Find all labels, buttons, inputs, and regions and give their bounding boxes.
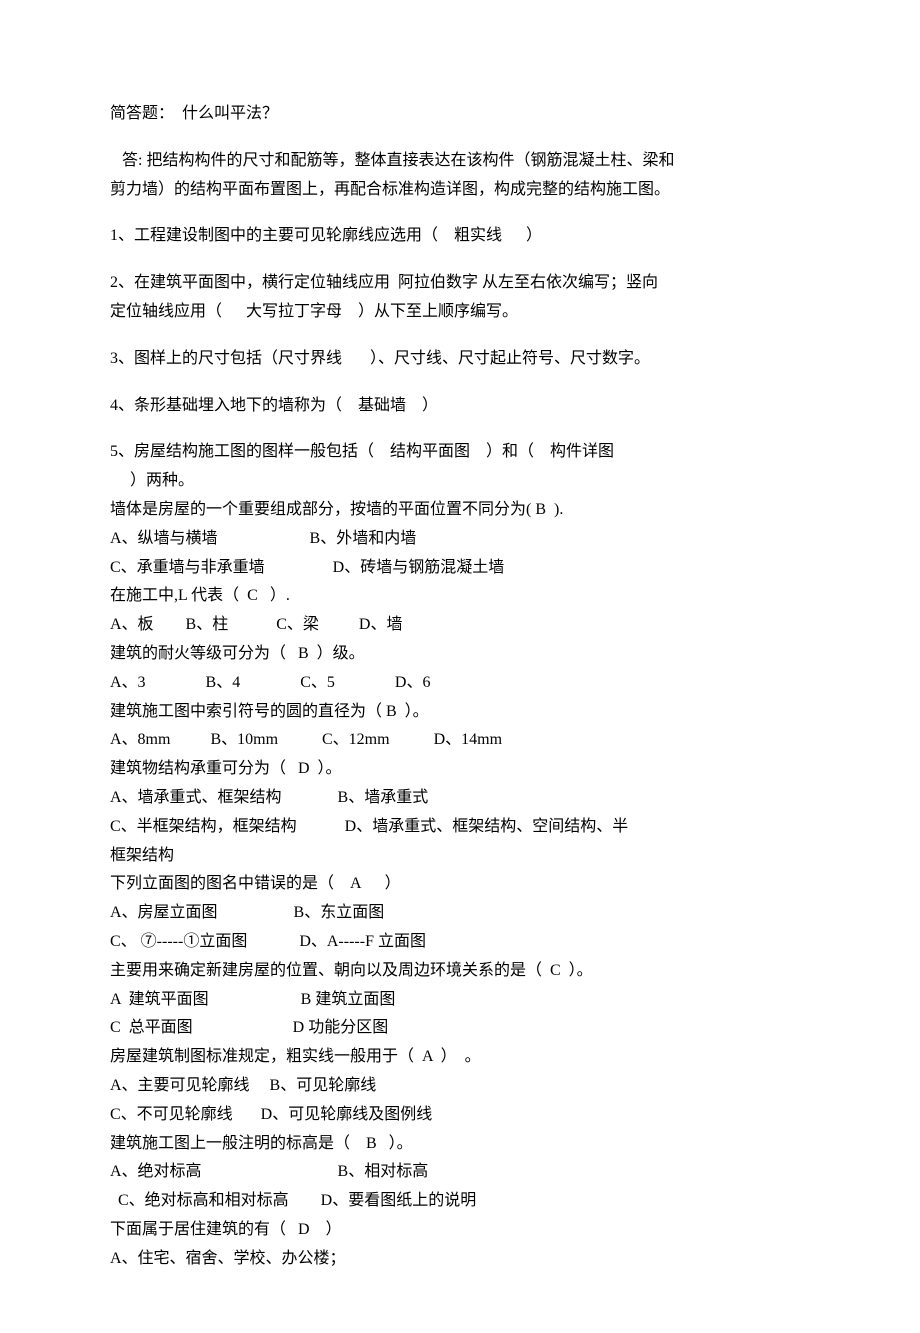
mc1-question: 墙体是房屋的一个重要组成部分，按墙的平面位置不同分为( B ). [110, 496, 810, 525]
spacer [110, 374, 810, 392]
mc9-options-ab: A、绝对标高 B、相对标高 [110, 1158, 810, 1187]
spacer [110, 204, 810, 222]
mc8-question: 房屋建筑制图标准规定，粗实线一般用于（ A ） 。 [110, 1043, 810, 1072]
mc3-options: A、3 B、4 C、5 D、6 [110, 669, 810, 698]
mc5-options-cd-line-2: 框架结构 [110, 842, 810, 871]
spacer [110, 129, 810, 147]
short-answer-title: 简答题： 什么叫平法？ [110, 100, 810, 129]
answer-line-1: 答: 把结构构件的尺寸和配筋等，整体直接表达在该构件（钢筋混凝土柱、梁和 [110, 147, 810, 176]
spacer [110, 251, 810, 269]
spacer [110, 327, 810, 345]
mc10-question: 下面属于居住建筑的有（ D ） [110, 1216, 810, 1245]
mc1-options-ab: A、纵墙与横墙 B、外墙和内墙 [110, 525, 810, 554]
mc1-options-cd: C、承重墙与非承重墙 D、砖墙与钢筋混凝土墙 [110, 554, 810, 583]
mc8-options-ab: A、主要可见轮廓线 B、可见轮廓线 [110, 1072, 810, 1101]
mc4-question: 建筑施工图中索引符号的圆的直径为（ B ）。 [110, 698, 810, 727]
mc9-options-cd: C、绝对标高和相对标高 D、要看图纸上的说明 [110, 1187, 810, 1216]
fill-blank-2-line-1: 2、在建筑平面图中，横行定位轴线应用 阿拉伯数字 从左至右依次编写；竖向 [110, 269, 810, 298]
fill-blank-5-line-1: 5、房屋结构施工图的图样一般包括（ 结构平面图 ）和（ 构件详图 [110, 438, 810, 467]
spacer [110, 420, 810, 438]
mc5-question: 建筑物结构承重可分为（ D ）。 [110, 755, 810, 784]
fill-blank-1: 1、工程建设制图中的主要可见轮廓线应选用（ 粗实线 ） [110, 222, 810, 251]
mc6-options-ab: A、房屋立面图 B、东立面图 [110, 899, 810, 928]
mc9-question: 建筑施工图上一般注明的标高是（ B ）。 [110, 1130, 810, 1159]
mc7-options-cd: C 总平面图 D 功能分区图 [110, 1014, 810, 1043]
mc8-options-cd: C、不可见轮廓线 D、可见轮廓线及图例线 [110, 1101, 810, 1130]
fill-blank-5-line-2: ）两种。 [110, 467, 810, 496]
mc3-question: 建筑的耐火等级可分为（ B ）级。 [110, 640, 810, 669]
mc5-options-ab: A、墙承重式、框架结构 B、墙承重式 [110, 784, 810, 813]
mc7-options-ab: A 建筑平面图 B 建筑立面图 [110, 986, 810, 1015]
fill-blank-2-line-2: 定位轴线应用（ 大写拉丁字母 ）从下至上顺序编写。 [110, 298, 810, 327]
mc5-options-cd-line-1: C、半框架结构，框架结构 D、墙承重式、框架结构、空间结构、半 [110, 813, 810, 842]
mc4-options: A、8mm B、10mm C、12mm D、14mm [110, 726, 810, 755]
fill-blank-3: 3、图样上的尺寸包括（尺寸界线 ）、尺寸线、尺寸起止符号、尺寸数字。 [110, 345, 810, 374]
mc2-question: 在施工中,L 代表（ C ）. [110, 582, 810, 611]
mc10-option-a: A、住宅、宿舍、学校、办公楼； [110, 1245, 810, 1274]
fill-blank-4: 4、条形基础埋入地下的墙称为（ 基础墙 ） [110, 392, 810, 421]
mc6-question: 下列立面图的图名中错误的是（ A ） [110, 870, 810, 899]
mc7-question: 主要用来确定新建房屋的位置、朝向以及周边环境关系的是（ C ）。 [110, 957, 810, 986]
mc2-options: A、板 B、柱 C、梁 D、墙 [110, 611, 810, 640]
answer-line-2: 剪力墙）的结构平面布置图上，再配合标准构造详图，构成完整的结构施工图。 [110, 176, 810, 205]
mc6-options-cd: C、 ⑦-----①立面图 D、A-----F 立面图 [110, 928, 810, 957]
